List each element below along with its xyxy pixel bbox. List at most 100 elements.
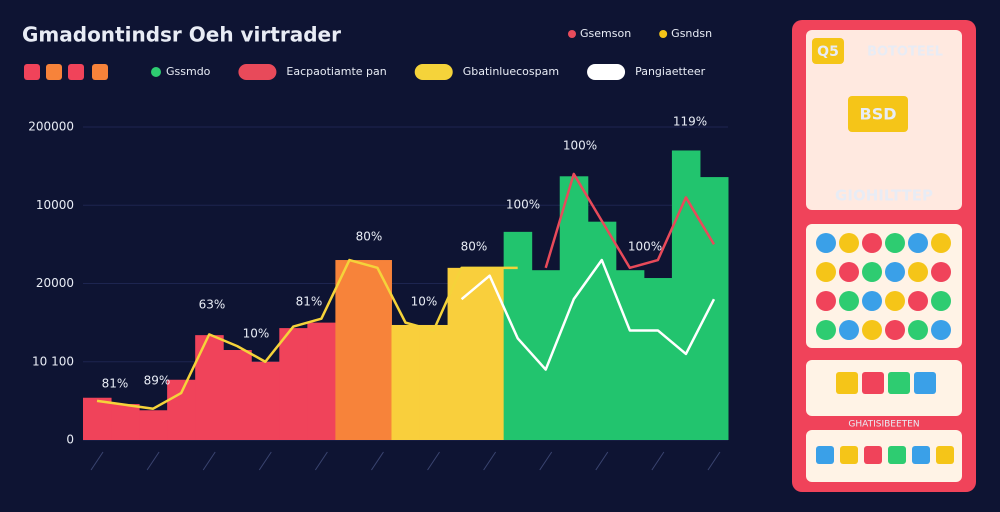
- panel-icon: [840, 446, 858, 464]
- annotation: 80%: [356, 230, 383, 244]
- x-tick: [90, 451, 104, 471]
- legend-label: Gsemson: [580, 27, 631, 40]
- x-tick: [483, 451, 497, 471]
- annotation: 100%: [506, 198, 540, 212]
- panel-icon: [914, 372, 936, 394]
- panel-icon: [908, 262, 928, 282]
- legend-swatch: [151, 67, 161, 77]
- bar: [363, 260, 392, 440]
- x-tick: [427, 451, 440, 471]
- bar: [447, 267, 477, 440]
- annotation: 100%: [628, 240, 662, 254]
- panel-icon: [888, 372, 910, 394]
- panel-icon: [816, 262, 836, 282]
- panel-icon: [862, 262, 882, 282]
- legend-swatch: [587, 64, 626, 80]
- bar: [307, 322, 336, 440]
- panel-icon: [839, 233, 859, 253]
- panel-icon: [931, 291, 951, 311]
- bar: [643, 278, 673, 440]
- panel-icon: [862, 233, 882, 253]
- y-tick-label: 10 100: [32, 354, 74, 368]
- legend-label: Gsndsn: [671, 27, 712, 40]
- bar: [139, 410, 168, 440]
- panel-icon: [885, 233, 905, 253]
- panel-icon: [816, 320, 836, 340]
- annotation: 89%: [144, 374, 171, 388]
- panel-icon: [836, 372, 858, 394]
- panel-icon: [839, 262, 859, 282]
- bar: [195, 335, 224, 440]
- bar: [279, 328, 308, 440]
- x-tick: [539, 451, 553, 471]
- panel-icon: [908, 291, 928, 311]
- legend-swatch: [659, 30, 668, 38]
- bar: [335, 260, 364, 440]
- panel-icon: [936, 446, 954, 464]
- annotation: 81%: [296, 295, 323, 309]
- bar: [391, 324, 421, 440]
- side-panel: [792, 20, 976, 492]
- y-tick-label: 0: [66, 433, 74, 447]
- x-tick: [258, 451, 272, 471]
- x-tick: [314, 451, 328, 471]
- panel-badge: Q5: [817, 44, 839, 60]
- annotation: 100%: [563, 139, 597, 153]
- annotation: 63%: [199, 298, 226, 312]
- bar: [419, 324, 449, 440]
- bar: [559, 176, 589, 441]
- x-tick: [202, 451, 216, 471]
- panel-icon: [931, 320, 951, 340]
- legend-swatch: [568, 30, 576, 38]
- panel-icon: [839, 320, 859, 340]
- panel-icon: [908, 320, 928, 340]
- bar: [475, 267, 505, 440]
- x-tick: [595, 451, 609, 471]
- panel-icon: [912, 446, 930, 464]
- panel-icon: [885, 320, 905, 340]
- annotation: 10%: [243, 327, 270, 341]
- legend-label: Pangiaetteer: [635, 65, 706, 78]
- panel-subheading: GIOHILTTEP: [835, 187, 933, 205]
- bar: [587, 221, 617, 440]
- panel-icon: [816, 291, 836, 311]
- panel-heading: BOTOTEEL: [867, 45, 943, 60]
- chart-title: Gmadontindsr Oeh virtrader: [22, 23, 341, 47]
- panel-banner: BSD: [860, 105, 897, 124]
- x-tick: [371, 451, 384, 471]
- panel-icon: [885, 262, 905, 282]
- bar: [699, 177, 729, 440]
- x-tick: [146, 451, 160, 471]
- bar: [167, 379, 196, 440]
- y-tick-label: 10000: [36, 198, 74, 212]
- panel-icon: [931, 262, 951, 282]
- panel-icon: [885, 291, 905, 311]
- x-tick: [707, 451, 721, 471]
- line: [544, 172, 716, 270]
- bar: [111, 404, 140, 440]
- panel-icon: [862, 291, 882, 311]
- legend-swatch: [414, 64, 453, 80]
- bar: [671, 150, 701, 440]
- panel-footer: GHATISIBEETEN: [848, 420, 919, 430]
- line: [460, 258, 716, 371]
- panel-icon: [862, 320, 882, 340]
- annotation: 10%: [411, 295, 438, 309]
- annotation: 119%: [673, 115, 707, 129]
- annotation: 81%: [102, 377, 129, 391]
- bar: [531, 270, 561, 440]
- legend-swatch: [238, 64, 277, 80]
- panel-icon: [888, 446, 906, 464]
- panel-icon: [816, 233, 836, 253]
- bar: [223, 350, 252, 440]
- line: [96, 258, 518, 410]
- bar: [83, 397, 112, 440]
- panel-icon: [839, 291, 859, 311]
- y-tick-label: 200000: [28, 120, 74, 134]
- bar: [251, 361, 280, 440]
- panel-icon: [931, 233, 951, 253]
- panel-icon: [908, 233, 928, 253]
- legend-label: Eacpaotiamte pan: [286, 65, 386, 78]
- legend-label: Gssmdo: [166, 65, 211, 78]
